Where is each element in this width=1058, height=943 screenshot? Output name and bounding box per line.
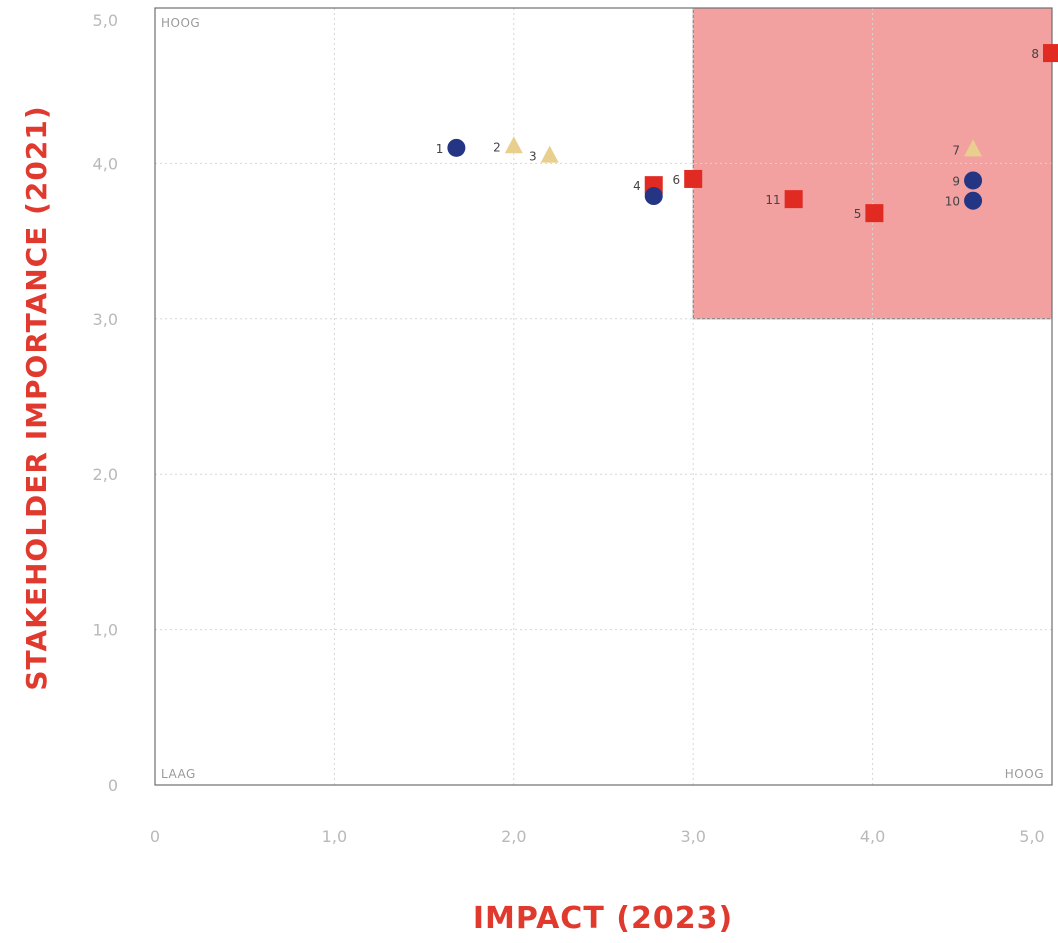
data-point-triangle bbox=[540, 145, 559, 163]
y-tick-label: 0 bbox=[108, 776, 118, 795]
point-label: 11 bbox=[765, 193, 780, 207]
point-label: 3 bbox=[529, 150, 537, 164]
data-point-circle bbox=[447, 138, 466, 157]
point-label: 6 bbox=[673, 173, 681, 187]
point-label: 1 bbox=[436, 142, 444, 156]
y-tick-label: 2,0 bbox=[93, 465, 118, 484]
corner-label-top-left: HOOG bbox=[161, 16, 200, 30]
data-point-square bbox=[784, 190, 803, 209]
y-tick-label: 5,0 bbox=[93, 11, 118, 30]
data-point-circle bbox=[964, 171, 983, 190]
data-point-square bbox=[865, 204, 884, 223]
corner-label-bottom-left: LAAG bbox=[161, 767, 196, 781]
data-point-triangle bbox=[504, 136, 523, 154]
point-label: 7 bbox=[952, 143, 960, 157]
data-point-circle bbox=[964, 191, 983, 210]
data-point-square bbox=[684, 169, 703, 188]
data-point-triangle bbox=[964, 139, 983, 157]
x-tick-label: 0 bbox=[150, 827, 160, 846]
x-tick-label: 1,0 bbox=[322, 827, 347, 846]
corner-label-bottom-right: HOOG bbox=[1005, 767, 1044, 781]
point-label: 9 bbox=[952, 174, 960, 188]
y-tick-label: 3,0 bbox=[93, 310, 118, 329]
data-point-circle bbox=[644, 187, 663, 206]
x-tick-label: 5,0 bbox=[1019, 827, 1044, 846]
y-tick-label: 1,0 bbox=[93, 621, 118, 640]
point-label: 5 bbox=[854, 207, 862, 221]
data-point-square bbox=[1043, 44, 1058, 63]
point-label: 8 bbox=[1031, 47, 1039, 61]
x-tick-label: 2,0 bbox=[501, 827, 526, 846]
x-tick-label: 4,0 bbox=[860, 827, 885, 846]
point-label: 4 bbox=[633, 179, 641, 193]
plot-frame bbox=[154, 7, 1053, 786]
y-axis-title: STAKEHOLDER IMPORTANCE (2021) bbox=[20, 105, 53, 690]
x-tick-label: 3,0 bbox=[680, 827, 705, 846]
point-label: 10 bbox=[945, 195, 960, 209]
y-tick-label: 4,0 bbox=[93, 154, 118, 173]
x-axis-title: IMPACT (2023) bbox=[473, 901, 733, 936]
point-label: 2 bbox=[493, 140, 501, 154]
